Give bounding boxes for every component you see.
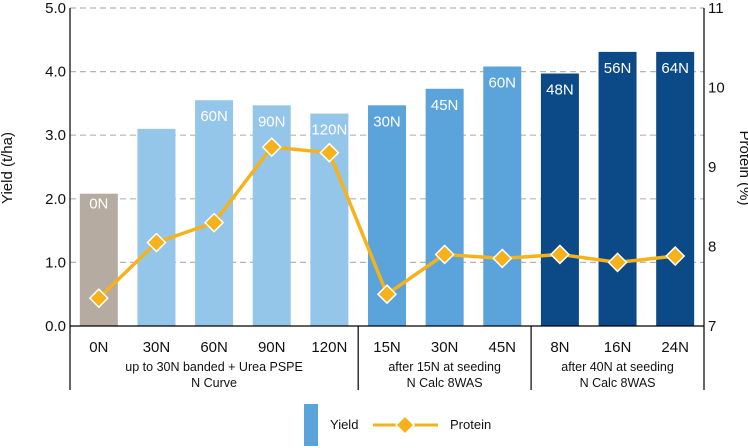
protein-point-marker — [88, 288, 109, 309]
y-left-tick-label: 0.0 — [45, 318, 66, 335]
yield-bars: 0N 60N 90N 120N 30N 45N 60N 48N 56N 64N — [79, 51, 695, 327]
protein-point-marker — [492, 248, 513, 269]
x-category-label: 120N — [311, 339, 347, 356]
x-category-label: 90N — [258, 339, 286, 356]
protein-point-marker — [204, 212, 225, 233]
y-right-tick-label: 9 — [708, 159, 716, 176]
x-category-label: 30N — [143, 339, 171, 356]
bar-data-label: 30N — [373, 113, 401, 130]
y-right-tick-label: 10 — [708, 80, 725, 97]
bar-data-label: 60N — [489, 75, 517, 92]
x-category-label: 8N — [550, 339, 569, 356]
legend: Yield Protein — [304, 404, 491, 446]
x-category-label: 30N — [431, 339, 459, 356]
protein-point-marker — [261, 137, 282, 158]
bar-data-label: 120N — [311, 122, 347, 139]
x-category-label: 0N — [89, 339, 108, 356]
x-category-label: 45N — [489, 339, 517, 356]
y-axis-right-title: Protein (%) — [736, 130, 748, 205]
bar-data-label: 48N — [546, 82, 574, 99]
protein-point-marker — [607, 252, 628, 273]
y-left-tick-label: 1.0 — [45, 254, 66, 271]
x-category-label: 15N — [373, 339, 401, 356]
yield-bar — [483, 66, 522, 327]
bar-data-label: 64N — [661, 60, 689, 77]
protein-point-marker — [319, 142, 340, 163]
legend-yield-swatch — [304, 404, 318, 446]
group-label: up to 30N banded + Urea PSPE — [125, 360, 303, 374]
protein-point-marker — [434, 244, 455, 265]
y-left-tick-label: 2.0 — [45, 191, 66, 208]
legend-protein-marker — [394, 414, 416, 436]
yield-bar — [425, 88, 464, 326]
y-right-tick-label: 7 — [708, 318, 716, 335]
group-label: after 15N at seeding — [388, 360, 501, 374]
protein-point-marker — [665, 245, 686, 267]
bar-data-label: 60N — [200, 108, 228, 125]
group-label: N Calc 8WAS — [580, 376, 656, 390]
protein-line — [88, 137, 686, 309]
yield-bar — [540, 73, 579, 327]
bar-data-label: 90N — [258, 113, 286, 130]
y-left-tick-label: 4.0 — [45, 64, 66, 81]
protein-point-marker — [549, 244, 570, 265]
x-category-label: 16N — [604, 339, 632, 356]
y-right-tick-label: 8 — [708, 239, 716, 256]
axes: 0.0 1.0 2.0 3.0 4.0 5.0 7 8 9 10 11 0N 30N 60N 90N 120N… — [45, 0, 725, 390]
y-axis-left-title: Yield (t/ha) — [0, 132, 16, 204]
protein-point-marker — [146, 232, 167, 253]
yield-bar — [137, 128, 176, 326]
bar-data-label: 56N — [604, 60, 632, 77]
yield-bar — [656, 51, 695, 326]
yield-bar — [598, 51, 637, 326]
group-label: N Calc 8WAS — [407, 376, 483, 390]
y-right-tick-label: 11 — [708, 0, 724, 17]
y-left-tick-label: 5.0 — [45, 0, 66, 17]
x-category-label: 24N — [661, 339, 689, 356]
y-left-tick-label: 3.0 — [45, 127, 66, 144]
legend-protein-label: Protein — [450, 417, 491, 432]
group-label: N Curve — [191, 376, 237, 390]
bar-data-label: 0N — [89, 195, 108, 212]
bar-data-label: 45N — [431, 97, 459, 114]
legend-yield-label: Yield — [330, 417, 358, 432]
protein-point-marker — [376, 284, 398, 305]
x-category-label: 60N — [200, 339, 228, 356]
gridlines — [70, 7, 704, 263]
group-label: after 40N at seeding — [561, 360, 674, 374]
